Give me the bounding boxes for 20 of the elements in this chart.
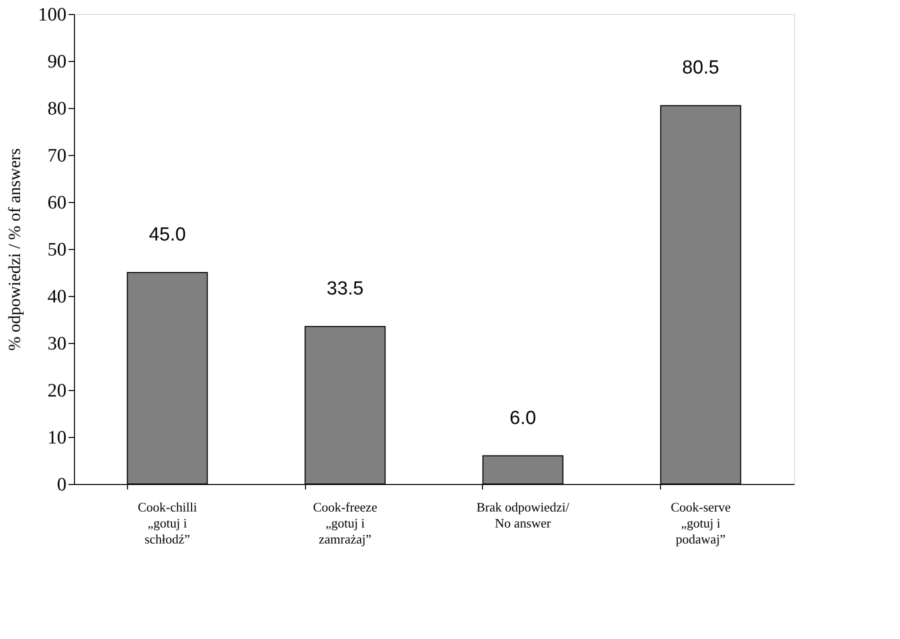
data-label: 6.0	[510, 408, 536, 429]
x-tick-label: Cook-serve „gotuj i podawaj”	[670, 500, 731, 546]
x-tick-label: Cook-freeze „gotuj i zamrażaj”	[312, 500, 378, 546]
y-tick-label: 10	[48, 428, 66, 448]
y-tick-label: 100	[38, 4, 66, 26]
y-tick-label: 30	[48, 334, 66, 354]
y-tick-label: 50	[48, 240, 66, 260]
y-tick-label: 80	[48, 98, 66, 120]
y-tick-label: 0	[57, 474, 66, 496]
data-label: 33.5	[326, 278, 364, 300]
y-tick-label: 60	[48, 192, 66, 214]
y-tick-label: 70	[48, 146, 66, 166]
data-label: 80.5	[682, 58, 720, 79]
x-tick-label: Cook-chilli „gotuj i schłodź”	[138, 500, 198, 546]
data-label: 45.0	[148, 224, 186, 246]
y-axis-title: % odpowiedzi / % of answers	[5, 148, 24, 351]
y-tick-label: 20	[48, 380, 66, 402]
x-tick-label: Brak odpowiedzi/ No answer	[476, 500, 570, 530]
y-tick-label: 40	[48, 286, 66, 308]
y-tick-label: 90	[48, 52, 66, 72]
